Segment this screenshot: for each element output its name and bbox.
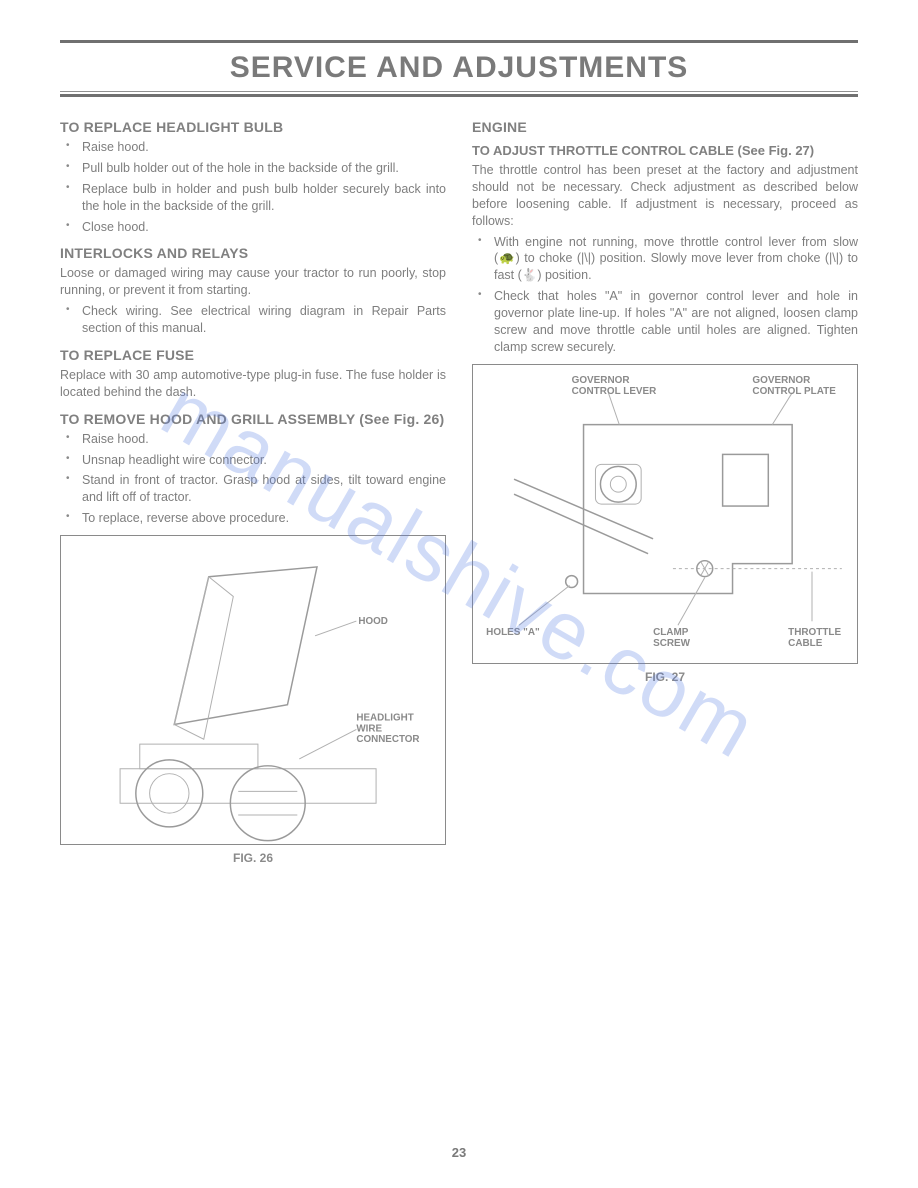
list-item: Replace bulb in holder and push bulb hol…: [60, 181, 446, 215]
list-item: With engine not running, move throttle c…: [472, 234, 858, 285]
page-title: SERVICE AND ADJUSTMENTS: [60, 47, 858, 91]
figure-27-caption: FIG. 27: [472, 670, 858, 684]
list-item: Raise hood.: [60, 139, 446, 156]
list-hood: Raise hood. Unsnap headlight wire connec…: [60, 431, 446, 527]
columns: TO REPLACE HEADLIGHT BULB Raise hood. Pu…: [60, 109, 858, 865]
list-item: Pull bulb holder out of the hole in the …: [60, 160, 446, 177]
svg-text:THROTTLECABLE: THROTTLECABLE: [788, 627, 841, 649]
list-item: Unsnap headlight wire connector.: [60, 452, 446, 469]
left-column: TO REPLACE HEADLIGHT BULB Raise hood. Pu…: [60, 109, 446, 865]
fig26-label-hood: HOOD: [358, 616, 388, 627]
list-item: Check that holes "A" in governor control…: [472, 288, 858, 356]
figure-27-box: GOVERNORCONTROL LEVER GOVERNORCONTROL PL…: [472, 364, 858, 664]
heading-fuse: TO REPLACE FUSE: [60, 347, 446, 363]
fig27-label-holes: HOLES "A": [486, 627, 540, 638]
list-item: Check wiring. See electrical wiring diag…: [60, 303, 446, 337]
list-item: Stand in front of tractor. Grasp hood at…: [60, 472, 446, 506]
paragraph: Replace with 30 amp automotive-type plug…: [60, 367, 446, 401]
rule-top: [60, 40, 858, 43]
list-item: To replace, reverse above procedure.: [60, 510, 446, 527]
heading-throttle: TO ADJUST THROTTLE CONTROL CABLE (See Fi…: [472, 143, 858, 158]
rule-under: [60, 94, 858, 97]
page-number: 23: [0, 1145, 918, 1160]
list-throttle: With engine not running, move throttle c…: [472, 234, 858, 356]
heading-headlight: TO REPLACE HEADLIGHT BULB: [60, 119, 446, 135]
fig26-label-connector: HEADLIGHTWIRECONNECTOR: [356, 713, 419, 746]
list-headlight: Raise hood. Pull bulb holder out of the …: [60, 139, 446, 235]
figure-26-caption: FIG. 26: [60, 851, 446, 865]
svg-text:GOVERNORCONTROL PLATE: GOVERNORCONTROL PLATE: [752, 375, 836, 397]
list-item: Raise hood.: [60, 431, 446, 448]
heading-engine: ENGINE: [472, 119, 858, 135]
figure-26-box: HOOD HEADLIGHTWIRECONNECTOR: [60, 535, 446, 845]
svg-text:GOVERNORCONTROL LEVER: GOVERNORCONTROL LEVER: [572, 375, 657, 397]
figure-26-svg: HOOD HEADLIGHTWIRECONNECTOR: [61, 536, 445, 844]
paragraph: The throttle control has been preset at …: [472, 162, 858, 230]
svg-text:CLAMPSCREW: CLAMPSCREW: [653, 627, 691, 649]
page-root: SERVICE AND ADJUSTMENTS TO REPLACE HEADL…: [0, 0, 918, 885]
right-column: ENGINE TO ADJUST THROTTLE CONTROL CABLE …: [472, 109, 858, 865]
list-interlocks: Check wiring. See electrical wiring diag…: [60, 303, 446, 337]
rule-thin: [60, 91, 858, 92]
heading-hood: TO REMOVE HOOD AND GRILL ASSEMBLY (See F…: [60, 411, 446, 427]
list-item: Close hood.: [60, 219, 446, 236]
paragraph: Loose or damaged wiring may cause your t…: [60, 265, 446, 299]
figure-27-svg: GOVERNORCONTROL LEVER GOVERNORCONTROL PL…: [473, 365, 857, 663]
heading-interlocks: INTERLOCKS AND RELAYS: [60, 245, 446, 261]
